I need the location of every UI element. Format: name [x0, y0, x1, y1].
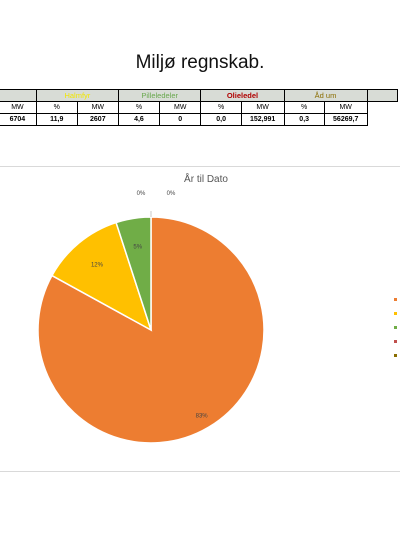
pie-data-label: 0% [137, 191, 146, 197]
value-cell: 56269,7 [323, 113, 368, 126]
value-cell: 2607 [76, 113, 119, 126]
unit-cell: MW [323, 101, 368, 114]
legend-marker [394, 354, 397, 357]
pie-data-label: 5% [133, 244, 142, 250]
chart-title: År til Dato [184, 174, 228, 185]
value-cell: 0 [159, 113, 202, 126]
pie-data-label: 12% [91, 263, 104, 269]
pie-data-label: 83% [196, 414, 209, 420]
group-header-cell: Åd um [283, 89, 368, 102]
page-title: Miljø regnskab. [135, 52, 265, 73]
legend-marker [394, 326, 397, 329]
value-cell: 0,3 [283, 113, 325, 126]
pie-slice [50, 221, 153, 332]
group-header-cell [366, 89, 399, 102]
value-cell: 152,991 [240, 113, 285, 126]
value-row: 6704 11,9 2607 4,6 0 0,0 152,991 0,3 562… [0, 113, 398, 126]
value-cell: 0,0 [200, 113, 242, 126]
pie-data-label: 0% [167, 191, 176, 197]
chart-area [0, 166, 400, 472]
group-header-cell: Olieledel [200, 89, 285, 102]
legend-marker [394, 312, 397, 315]
legend-marker [394, 340, 397, 343]
summary-table: Halmfyr Pilleledeler Olieledel Åd um MW … [0, 89, 399, 126]
value-cell: 4,6 [117, 113, 161, 126]
legend-marker [394, 298, 397, 301]
